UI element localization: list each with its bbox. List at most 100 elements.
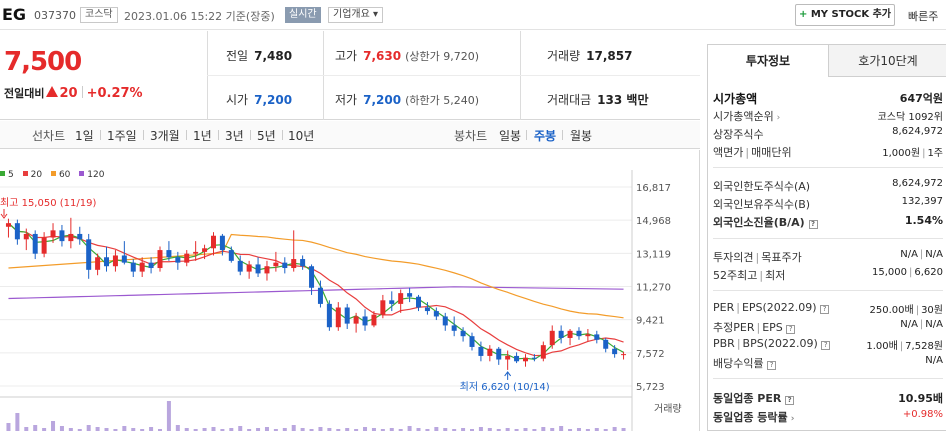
legend-ma5: 5 — [0, 170, 14, 180]
divider: | — [899, 341, 904, 352]
volume-bar — [425, 429, 430, 431]
help-icon[interactable]: ? — [820, 305, 830, 314]
ma20-line — [8, 222, 624, 357]
upper-limit: (상한가 9,720) — [405, 50, 479, 63]
foreign-limit-row: 외국인한도주식수(A) 8,624,972 — [713, 178, 943, 196]
volume-label: 거래량 — [654, 403, 682, 415]
legend-swatch — [50, 171, 56, 176]
face-value-label: 액면가 | 매매단위 — [713, 144, 792, 160]
est-eps-value: N/A — [925, 319, 943, 330]
volume-bar — [282, 428, 287, 431]
opinion-row: 투자의견 | 목표주가 N/A | N/A — [713, 249, 943, 267]
foreign-hold-value: 132,397 — [901, 196, 943, 207]
amount-value: 133 백만 — [597, 93, 649, 107]
per-text: PER — [713, 301, 735, 314]
candle-body — [612, 348, 618, 355]
legend-label: 60 — [58, 170, 71, 180]
volume-bar — [621, 428, 626, 431]
quick-search-link[interactable]: 빠른주 — [908, 10, 939, 23]
foreign-limit-label: 외국인한도주식수(A) — [713, 180, 811, 193]
candle-body — [300, 259, 306, 267]
low52-value: 6,620 — [914, 267, 943, 278]
volume-bar — [113, 429, 118, 431]
high52-value: 15,000 — [871, 267, 907, 278]
period-5y[interactable]: 5년 — [257, 129, 276, 143]
volume-bar — [158, 429, 162, 431]
candle-body — [451, 325, 457, 331]
realtime-button[interactable]: 실시간 — [285, 7, 321, 23]
stock-header: EG 037370 코스닥 2023.01.06 15:22 기준(장중) 실시… — [0, 0, 946, 30]
candle-body — [326, 303, 332, 328]
help-icon[interactable]: ? — [785, 396, 795, 405]
foreign-hold-label: 외국인보유주식수(B) — [713, 198, 811, 211]
tab-investment-info[interactable]: 투자정보 — [708, 45, 828, 77]
divider: | — [919, 319, 924, 330]
legend-label: 120 — [87, 170, 105, 180]
volume-label: 거래량 — [547, 49, 581, 63]
volume-bar — [371, 428, 376, 431]
volume-bar — [140, 429, 145, 431]
period-1d[interactable]: 1일 — [75, 129, 94, 143]
volume-bar — [273, 429, 278, 431]
sector-per-value: 10.95배 — [898, 392, 943, 405]
price-chart[interactable]: 16,817 14,968 13,119 11,270 9,421 7,572 5,723 거… — [0, 150, 700, 431]
help-icon[interactable]: ? — [808, 220, 818, 229]
tab-orderbook[interactable]: 호가10단계 — [828, 45, 946, 77]
volume-bar — [568, 429, 573, 431]
pbr-value: 1.00배 — [866, 341, 898, 352]
volume-bar — [291, 425, 296, 431]
candle-daily[interactable]: 일봉 — [499, 129, 522, 143]
help-icon[interactable]: ? — [821, 341, 831, 350]
market-cap-value: 647억원 — [899, 92, 943, 105]
low-value: 7,200 — [363, 93, 402, 107]
volume-bar — [264, 427, 269, 431]
candle-weekly[interactable]: 주봉 — [534, 129, 557, 143]
candle-body — [514, 355, 520, 362]
period-3y[interactable]: 3년 — [225, 129, 244, 143]
volume-bar — [59, 426, 64, 431]
candle-body — [407, 293, 413, 297]
volume: 거래량 17,857 — [547, 47, 632, 64]
divider — [143, 130, 144, 140]
period-1y[interactable]: 1년 — [193, 129, 212, 143]
y-tick-label: 11,270 — [636, 283, 671, 294]
divider — [207, 75, 700, 76]
candle-body — [237, 260, 243, 272]
candle-body — [68, 233, 74, 242]
divider — [713, 290, 943, 291]
divider: | — [919, 249, 924, 260]
help-icon[interactable]: ? — [786, 325, 796, 334]
volume-bar — [86, 425, 91, 431]
moving-average-legend: 5 20 60 120 — [0, 170, 110, 184]
y-tick-label: 9,421 — [636, 316, 665, 327]
candle-body — [603, 339, 609, 349]
candle-body — [77, 233, 83, 240]
add-mystock-button[interactable]: + MY STOCK 추가 — [795, 4, 895, 26]
trade-amount: 거래대금 133 백만 — [547, 91, 648, 108]
help-icon[interactable]: ? — [767, 361, 777, 370]
prev-close: 전일 7,480 — [226, 47, 292, 64]
period-1w[interactable]: 1주일 — [107, 129, 137, 143]
period-3m[interactable]: 3개월 — [150, 129, 180, 143]
foreign-ratio-text: 외국인소진율(B/A) — [713, 216, 805, 229]
divider — [250, 130, 251, 140]
candle-monthly[interactable]: 월봉 — [570, 129, 593, 143]
foreign-limit-value: 8,624,972 — [892, 178, 943, 189]
company-overview-dropdown[interactable]: 기업개요 ▾ — [328, 7, 383, 23]
candle-body — [460, 330, 466, 337]
volume-bar — [452, 429, 457, 431]
sector-change-value: +0.98% — [902, 409, 943, 420]
candle-body — [104, 257, 110, 267]
volume-bar — [166, 401, 171, 431]
candle-body — [175, 257, 181, 263]
y-tick-label: 5,723 — [636, 382, 665, 393]
divider: | — [755, 251, 760, 264]
period-10y[interactable]: 10년 — [288, 129, 315, 143]
divider: | — [756, 321, 761, 334]
divider — [713, 378, 943, 379]
per-value: 250.00배 — [869, 305, 914, 316]
candle-body — [228, 250, 234, 261]
week52-label: 52주최고 | 최저 — [713, 267, 785, 283]
candle-body — [576, 330, 582, 337]
target-value: N/A — [925, 249, 943, 260]
